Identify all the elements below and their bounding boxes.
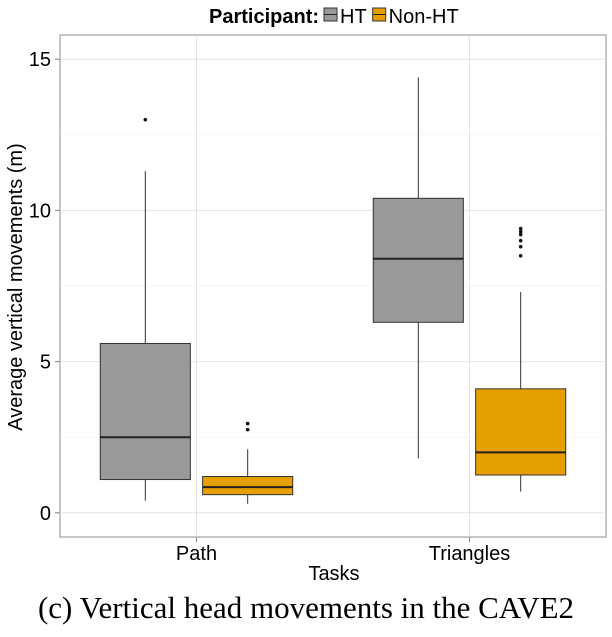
x-axis-label: Tasks — [308, 563, 359, 585]
x-tick-label: Path — [176, 543, 217, 565]
legend-title: Participant: — [209, 6, 319, 28]
outlier-point — [143, 117, 148, 122]
y-tick-label: 10 — [29, 200, 51, 222]
box-HT-Path — [99, 117, 191, 501]
box-iqr — [202, 476, 294, 496]
y-tick-label: 0 — [40, 503, 51, 525]
box-iqr — [475, 388, 567, 476]
outlier-point — [518, 244, 523, 249]
outlier-point — [245, 427, 250, 432]
y-tick-label: 5 — [40, 352, 51, 374]
box-iqr — [372, 197, 464, 323]
outlier-point — [518, 229, 523, 234]
box-Non-HT-Triangles — [475, 226, 567, 492]
x-axis: Path Triangles — [176, 537, 510, 565]
boxes — [99, 77, 567, 504]
outlier-point — [518, 226, 523, 231]
legend: Participant: HT Non-HT — [209, 6, 459, 28]
box-HT-Triangles — [372, 77, 464, 459]
outlier-point — [518, 253, 523, 258]
x-tick-label: Triangles — [429, 543, 511, 565]
figure-caption: (c) Vertical head movements in the CAVE2 — [37, 590, 575, 625]
outlier-point — [518, 238, 523, 243]
legend-label-HT: HT — [340, 6, 367, 28]
y-axis-label: Average vertical movements (m) — [5, 143, 27, 431]
outlier-point — [518, 232, 523, 237]
outlier-point — [245, 421, 250, 426]
legend-label-Non-HT: Non-HT — [389, 6, 459, 28]
box-iqr — [99, 342, 191, 481]
box-Non-HT-Path — [202, 421, 294, 504]
boxplot-chart: Participant: HT Non-HT 0 5 10 15 Path Triangle… — [5, 6, 607, 585]
y-axis: 0 5 10 15 — [29, 49, 60, 525]
y-tick-label: 15 — [29, 49, 51, 71]
